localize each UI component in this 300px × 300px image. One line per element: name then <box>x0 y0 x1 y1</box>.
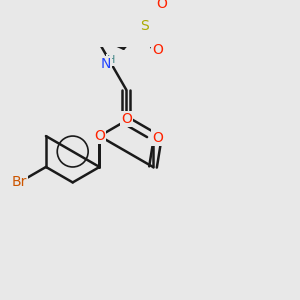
Text: O: O <box>157 0 167 11</box>
Text: Br: Br <box>11 176 27 189</box>
Text: O: O <box>121 112 132 126</box>
Text: O: O <box>152 44 163 57</box>
Text: S: S <box>140 19 148 33</box>
Text: O: O <box>94 129 105 143</box>
Text: H: H <box>106 55 115 65</box>
Text: O: O <box>152 130 163 145</box>
Text: N: N <box>101 57 111 71</box>
